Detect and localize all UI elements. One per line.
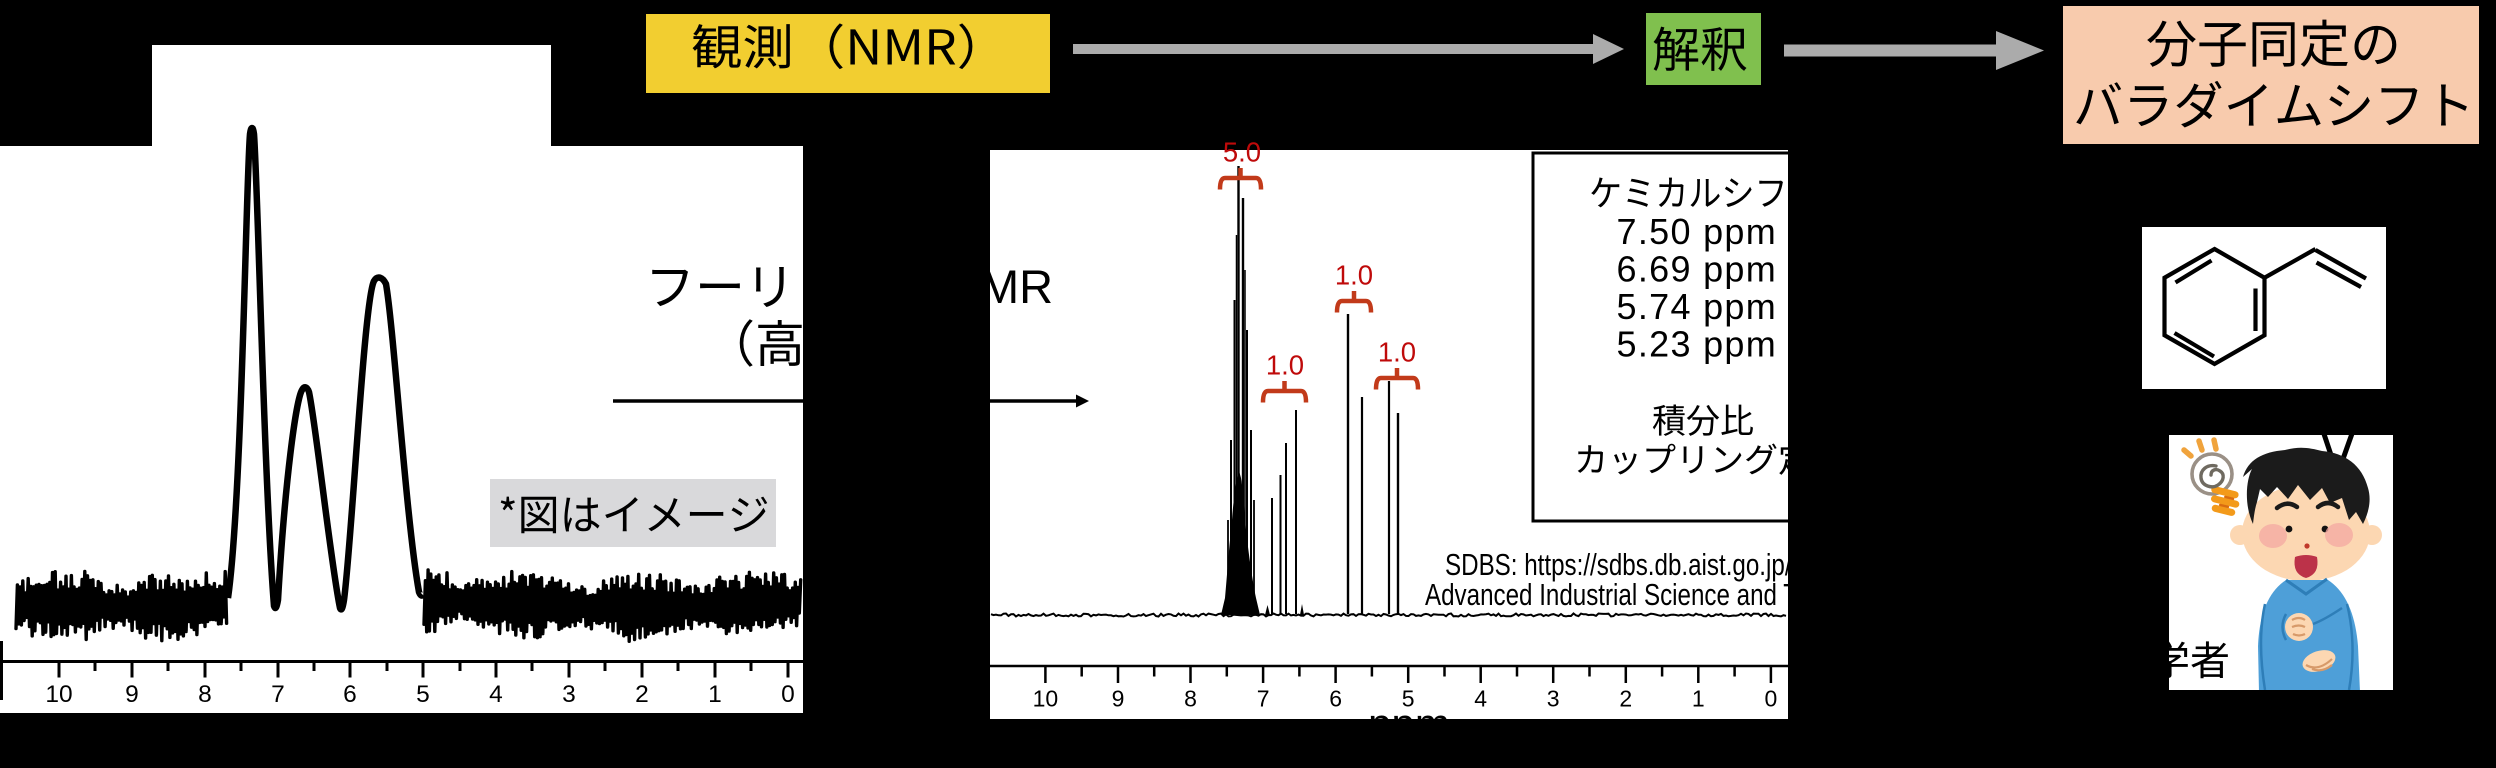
- svg-text:5: 5: [1402, 686, 1415, 712]
- svg-text:4: 4: [489, 681, 503, 708]
- svg-text:1: 1: [1692, 686, 1705, 712]
- svg-text:8: 8: [198, 681, 212, 708]
- svg-text:0: 0: [1765, 686, 1778, 712]
- svg-text:Advanced Industrial Science an: Advanced Industrial Science and Technolo…: [1425, 577, 1982, 612]
- svg-text:5: 5: [416, 681, 430, 708]
- svg-text:NMR: NMR: [946, 260, 1053, 313]
- svg-text:2: 2: [1619, 686, 1632, 712]
- svg-text:1.0: 1.0: [1266, 350, 1304, 381]
- svg-text:0: 0: [781, 681, 795, 708]
- svg-text:10: 10: [1033, 686, 1059, 712]
- svg-text:6: 6: [343, 681, 357, 708]
- svg-text:1.0: 1.0: [1378, 337, 1416, 368]
- svg-text:7: 7: [1257, 686, 1270, 712]
- svg-text:5.23 ppm: 5.23 ppm: [1617, 324, 1778, 365]
- svg-text:3: 3: [1547, 686, 1560, 712]
- svg-text:8: 8: [1184, 686, 1197, 712]
- svg-text:10: 10: [45, 681, 72, 708]
- svg-text:4: 4: [1474, 686, 1487, 712]
- svg-text:5.74 ppm: 5.74 ppm: [1617, 286, 1778, 327]
- svg-text:1.0: 1.0: [1335, 260, 1373, 291]
- svg-text:ppm: ppm: [1368, 700, 1450, 747]
- svg-text:2: 2: [635, 681, 649, 708]
- svg-text:SDBS: https://sdbs.db.aist.go.: SDBS: https://sdbs.db.aist.go.jp/sdbs/cg…: [1445, 547, 2146, 582]
- svg-text:7: 7: [271, 681, 285, 708]
- svg-text:5.0: 5.0: [1223, 137, 1261, 168]
- svg-text:7.50 ppm: 7.50 ppm: [1617, 211, 1778, 252]
- svg-text:3: 3: [562, 681, 576, 708]
- svg-text:9: 9: [1112, 686, 1125, 712]
- svg-text:6: 6: [1329, 686, 1342, 712]
- svg-text:9: 9: [125, 681, 139, 708]
- svg-text:1: 1: [708, 681, 722, 708]
- svg-text:6.69 ppm: 6.69 ppm: [1617, 249, 1778, 290]
